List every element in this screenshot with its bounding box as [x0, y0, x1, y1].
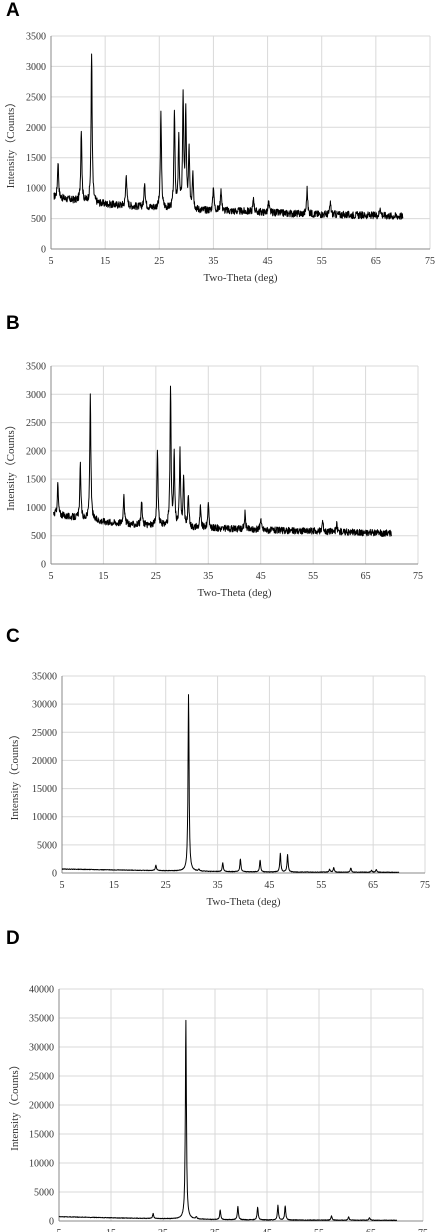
x-tick-label: 65	[368, 880, 378, 891]
y-tick-label: 15000	[32, 784, 57, 795]
x-tick-label: 75	[413, 571, 423, 582]
y-tick-label: 2000	[26, 446, 46, 457]
x-tick-label: 25	[158, 1228, 168, 1232]
x-tick-label: 65	[371, 256, 381, 267]
x-tick-label: 65	[366, 1228, 376, 1232]
panel-label: C	[6, 626, 20, 647]
x-tick-label: 35	[210, 1228, 220, 1232]
y-tick-label: 500	[31, 214, 46, 225]
x-tick-label: 25	[161, 880, 171, 891]
xrd-chart-b: 5 15 25 35 45 55 65 75 0 500 1000 1500 2000 2500 3000 3…	[4, 362, 423, 600]
x-axis-title: Two-Theta (deg)	[203, 272, 277, 284]
y-tick-label: 3500	[26, 32, 46, 43]
y-tick-label: 1500	[26, 153, 46, 164]
x-tick-label: 55	[314, 1228, 324, 1232]
y-tick-label: 25000	[32, 728, 57, 739]
x-tick-label: 35	[203, 571, 213, 582]
x-tick-label: 15	[98, 571, 108, 582]
y-tick-label: 1000	[26, 184, 46, 195]
y-tick-label: 3500	[26, 362, 46, 373]
x-tick-label: 45	[263, 256, 273, 267]
y-tick-label: 20000	[29, 1101, 54, 1112]
x-tick-label: 15	[106, 1228, 116, 1232]
y-tick-label: 5000	[34, 1188, 54, 1199]
panel-label: A	[6, 0, 20, 21]
x-tick-label: 5	[60, 880, 65, 891]
x-tick-label: 15	[109, 880, 119, 891]
x-tick-label: 75	[425, 256, 435, 267]
x-axis-title: Two-Theta (deg)	[197, 587, 271, 599]
y-tick-label: 2500	[26, 92, 46, 103]
x-tick-label: 55	[308, 571, 318, 582]
y-tick-label: 0	[52, 869, 57, 880]
x-tick-label: 35	[213, 880, 223, 891]
panel-b: B 5 15 25 35 45 55 65 75 0 500 1000 1500 2000 2500 300…	[0, 313, 436, 618]
diffraction-trace	[61, 694, 400, 874]
y-axis-title: Intensity（Counts）	[8, 1059, 21, 1151]
y-tick-label: 10000	[32, 812, 57, 823]
x-tick-label: 45	[262, 1228, 272, 1232]
y-tick-label: 15000	[29, 1130, 54, 1141]
diffraction-trace	[58, 1019, 398, 1222]
y-tick-label: 3000	[26, 62, 46, 73]
x-tick-label: 35	[208, 256, 218, 267]
y-tick-label: 2500	[26, 418, 46, 429]
y-tick-label: 3000	[26, 390, 46, 401]
x-tick-label: 75	[418, 1228, 428, 1232]
panel-a: A 5 15 25 35 45 55 65 75 0 500 1000 1500 2000 2500 300…	[0, 0, 436, 305]
y-tick-label: 10000	[29, 1159, 54, 1170]
xrd-chart-d: 5 15 25 35 45 55 65 75 0 5000 10000 15000 20000 25000…	[8, 985, 428, 1232]
y-axis-title: Intensity（Counts）	[4, 97, 17, 189]
panel-c: C 5 15 25 35 45 55 65 75 0 5000 10000 15000 20000 250…	[0, 626, 436, 926]
panel-label: D	[6, 928, 20, 949]
y-tick-label: 500	[31, 531, 46, 542]
y-tick-label: 0	[41, 245, 46, 256]
x-tick-label: 25	[154, 256, 164, 267]
y-tick-label: 2000	[26, 123, 46, 134]
y-axis-title: Intensity（Counts）	[4, 419, 17, 511]
diffraction-trace	[53, 53, 404, 220]
x-tick-label: 45	[264, 880, 274, 891]
y-tick-label: 1000	[26, 503, 46, 514]
y-tick-label: 40000	[29, 985, 54, 996]
y-tick-label: 5000	[37, 840, 57, 851]
y-tick-label: 25000	[29, 1072, 54, 1083]
x-tick-label: 25	[151, 571, 161, 582]
y-tick-label: 1500	[26, 475, 46, 486]
y-tick-label: 0	[49, 1217, 54, 1228]
y-tick-label: 35000	[29, 1014, 54, 1025]
x-tick-label: 15	[100, 256, 110, 267]
xrd-chart-c: 5 15 25 35 45 55 65 75 0 5000 10000 15000 20000 25000…	[8, 672, 430, 909]
y-tick-label: 30000	[29, 1043, 54, 1054]
diffraction-trace	[53, 385, 392, 537]
y-tick-label: 0	[41, 560, 46, 571]
x-tick-label: 55	[316, 880, 326, 891]
y-tick-label: 30000	[32, 700, 57, 711]
y-axis-title: Intensity（Counts）	[8, 729, 21, 821]
x-tick-label: 55	[317, 256, 327, 267]
y-tick-label: 20000	[32, 756, 57, 767]
x-tick-label: 65	[361, 571, 371, 582]
x-tick-label: 75	[420, 880, 430, 891]
panel-label: B	[6, 313, 20, 334]
xrd-chart-a: 5 15 25 35 45 55 65 75 0 500 1000 1500 2000 2500 3000 3…	[4, 32, 435, 285]
x-tick-label: 45	[256, 571, 266, 582]
x-tick-label: 5	[57, 1228, 62, 1232]
x-axis-title: Two-Theta (deg)	[206, 896, 280, 908]
x-tick-label: 5	[49, 571, 54, 582]
y-tick-label: 35000	[32, 672, 57, 683]
panel-d: D 5 15 25 35 45 55 65 75 0 5000 10000 15000 20000 250…	[0, 928, 436, 1232]
x-tick-label: 5	[49, 256, 54, 267]
